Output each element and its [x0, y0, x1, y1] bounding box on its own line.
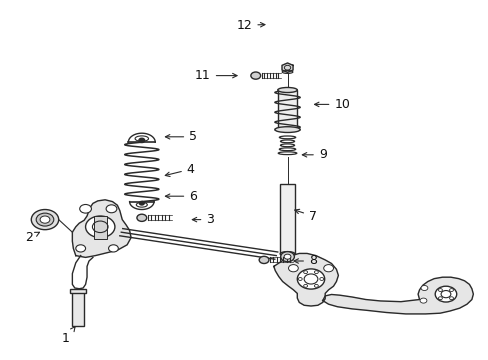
Circle shape [323, 265, 333, 272]
Circle shape [288, 265, 298, 272]
Circle shape [448, 289, 452, 292]
Circle shape [250, 72, 260, 79]
Circle shape [419, 298, 426, 303]
Text: 4: 4 [165, 163, 194, 176]
Circle shape [319, 278, 323, 280]
Circle shape [280, 252, 294, 262]
Circle shape [106, 205, 117, 213]
Circle shape [85, 216, 115, 238]
Text: 11: 11 [195, 69, 237, 82]
Circle shape [303, 271, 307, 274]
Circle shape [314, 284, 318, 287]
Polygon shape [72, 200, 131, 257]
Circle shape [298, 278, 302, 280]
Polygon shape [273, 253, 338, 306]
Text: 1: 1 [62, 327, 75, 345]
Text: 2: 2 [25, 231, 40, 244]
Circle shape [420, 285, 427, 291]
Circle shape [284, 254, 290, 259]
Circle shape [76, 245, 85, 252]
Ellipse shape [280, 252, 294, 256]
Text: 5: 5 [165, 130, 197, 143]
Bar [94, 216, 106, 239]
Ellipse shape [282, 71, 292, 73]
Circle shape [31, 210, 59, 230]
Circle shape [259, 256, 268, 264]
Text: 10: 10 [314, 98, 349, 111]
Polygon shape [282, 63, 292, 72]
Bar [70, 289, 86, 293]
Circle shape [434, 286, 456, 302]
Circle shape [108, 245, 118, 252]
Text: 3: 3 [192, 213, 214, 226]
Circle shape [314, 271, 318, 274]
Text: 6: 6 [165, 190, 197, 203]
Text: 8: 8 [293, 255, 316, 267]
Text: 9: 9 [302, 148, 326, 161]
Circle shape [80, 204, 91, 213]
Circle shape [139, 138, 144, 143]
Bar [72, 292, 84, 326]
Ellipse shape [274, 127, 300, 132]
Bar [280, 184, 294, 254]
Polygon shape [322, 277, 472, 314]
Circle shape [137, 214, 146, 221]
Circle shape [139, 201, 144, 205]
Text: 12: 12 [236, 19, 264, 32]
Circle shape [448, 297, 452, 300]
Circle shape [438, 297, 442, 300]
Circle shape [303, 284, 307, 287]
Circle shape [438, 289, 442, 292]
Text: 7: 7 [294, 209, 316, 222]
Circle shape [297, 269, 324, 289]
Circle shape [36, 213, 54, 226]
Bar [277, 90, 297, 130]
Circle shape [40, 216, 50, 223]
Ellipse shape [277, 87, 297, 93]
